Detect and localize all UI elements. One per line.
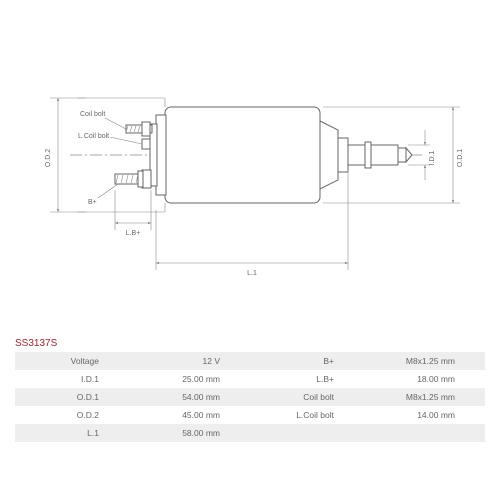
label-id1: I.D.1 <box>429 151 436 166</box>
spec-label: O.D.2 <box>15 406 105 424</box>
label-od1: O.D.1 <box>457 149 464 167</box>
spec-label: I.D.1 <box>15 370 105 388</box>
spec-label: Coil bolt <box>250 388 340 406</box>
table-row: L.158.00 mm <box>15 424 485 442</box>
table-row: O.D.154.00 mmCoil boltM8x1.25 mm <box>15 388 485 406</box>
table-row: Voltage12 VB+M8x1.25 mm <box>15 352 485 370</box>
spec-value: 25.00 mm <box>105 370 250 388</box>
spec-label <box>250 424 340 442</box>
spec-value: 14.00 mm <box>340 406 485 424</box>
spec-value: 45.00 mm <box>105 406 250 424</box>
spec-value: 54.00 mm <box>105 388 250 406</box>
label-l1: L.1 <box>247 270 257 277</box>
part-number: SS3137S <box>15 338 57 349</box>
spec-label: L.Coil bolt <box>250 406 340 424</box>
spec-label: B+ <box>250 352 340 370</box>
spec-label: L.B+ <box>250 370 340 388</box>
solenoid-diagram: O.D.2 Coil bolt L.Coil bolt B+ L.B+ L.1 … <box>30 20 470 320</box>
spec-value: 12 V <box>105 352 250 370</box>
label-b-plus: B+ <box>88 199 97 206</box>
spec-label: L.1 <box>15 424 105 442</box>
spec-label: O.D.1 <box>15 388 105 406</box>
spec-value <box>340 424 485 442</box>
label-lb-plus: L.B+ <box>126 230 141 237</box>
label-od2: O.D.2 <box>45 149 52 167</box>
spec-label: Voltage <box>15 352 105 370</box>
specifications-table: Voltage12 VB+M8x1.25 mmI.D.125.00 mmL.B+… <box>15 352 485 442</box>
label-l-coil-bolt: L.Coil bolt <box>78 133 109 140</box>
table-row: I.D.125.00 mmL.B+18.00 mm <box>15 370 485 388</box>
spec-value: 58.00 mm <box>105 424 250 442</box>
technical-drawing: O.D.2 Coil bolt L.Coil bolt B+ L.B+ L.1 … <box>30 20 470 320</box>
spec-value: M8x1.25 mm <box>340 388 485 406</box>
table-row: O.D.245.00 mmL.Coil bolt14.00 mm <box>15 406 485 424</box>
label-coil-bolt: Coil bolt <box>80 111 105 118</box>
spec-value: 18.00 mm <box>340 370 485 388</box>
spec-value: M8x1.25 mm <box>340 352 485 370</box>
